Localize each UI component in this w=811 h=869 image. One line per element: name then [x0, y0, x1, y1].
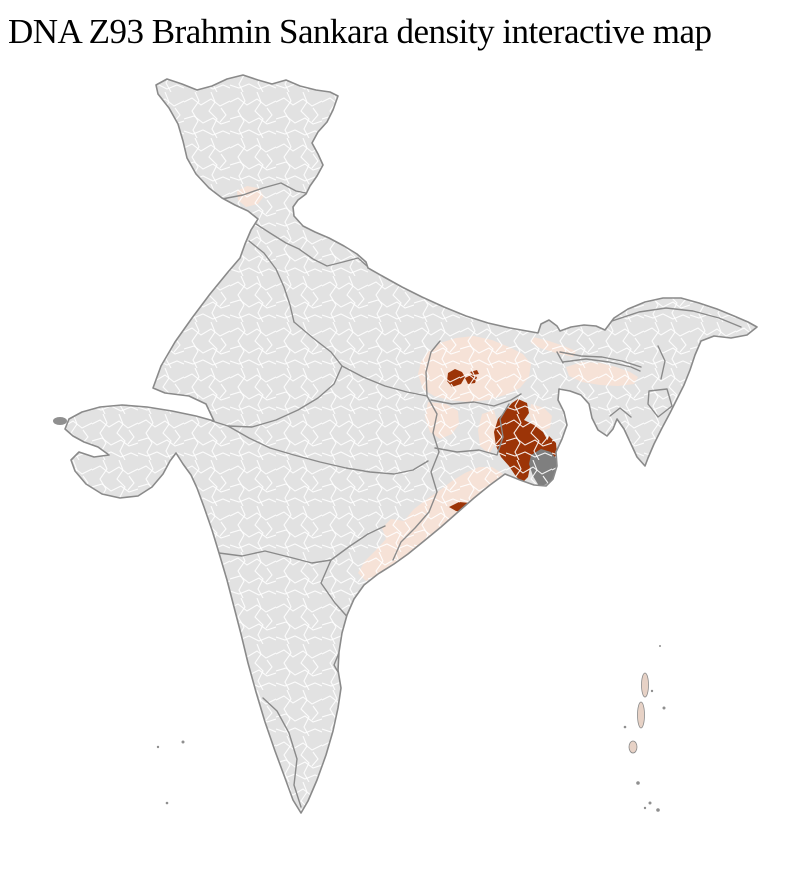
india-outline [64, 74, 758, 814]
kutch-west-island[interactable] [53, 417, 67, 425]
andaman-nicobar-islands[interactable] [623, 645, 666, 812]
lakshadweep-islands[interactable] [156, 740, 185, 805]
page-title: DNA Z93 Brahmin Sankara density interact… [8, 12, 712, 51]
